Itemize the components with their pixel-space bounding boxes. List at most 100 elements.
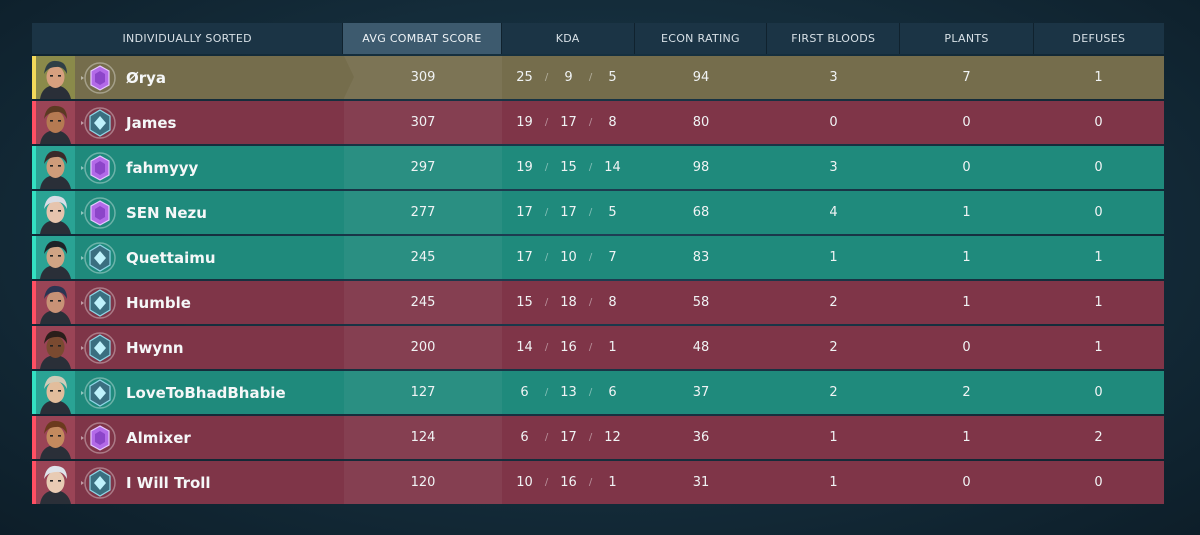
first-bloods: 1	[829, 250, 838, 265]
first-bloods: 3	[829, 70, 838, 85]
kda-separator: /	[588, 387, 593, 398]
header-plants[interactable]: PLANTS	[899, 23, 1032, 54]
avg-combat-score: 245	[344, 281, 502, 324]
assists: 7	[608, 250, 617, 265]
kda-separator: /	[544, 342, 549, 353]
plants: 1	[962, 295, 971, 310]
kda-cell: 6 / 13 / 6	[502, 371, 635, 414]
avg-combat-score: 307	[344, 101, 502, 144]
kills: 19	[516, 115, 533, 130]
assists: 5	[608, 205, 617, 220]
player-row[interactable]: Almixer 124 6 / 17 / 12 36 1 1 2	[32, 416, 1164, 459]
kda-separator: /	[588, 252, 593, 263]
player-row[interactable]: fahmyyy 297 19 / 15 / 14 98 3 0 0	[32, 146, 1164, 189]
assists: 6	[608, 385, 617, 400]
player-row[interactable]: LoveToBhadBhabie 127 6 / 13 / 6 37 2 2 0	[32, 371, 1164, 414]
kills: 10	[516, 475, 533, 490]
deaths: 18	[560, 295, 577, 310]
header-kda[interactable]: KDA	[500, 23, 634, 54]
first-bloods: 2	[829, 385, 838, 400]
agent-portrait-icon	[36, 326, 75, 369]
avg-combat-score: 200	[344, 326, 502, 369]
player-name[interactable]: Almixer	[126, 428, 191, 447]
player-name[interactable]: Quettaimu	[126, 248, 216, 267]
plants: 1	[962, 250, 971, 265]
first-bloods: 1	[829, 475, 838, 490]
kda-cell: 15 / 18 / 8	[502, 281, 635, 324]
plants: 0	[962, 160, 971, 175]
first-bloods: 0	[829, 115, 838, 130]
player-name[interactable]: James	[126, 113, 177, 132]
player-row[interactable]: Quettaimu 245 17 / 10 / 7 83 1 1 1	[32, 236, 1164, 279]
player-name[interactable]: Ørya	[126, 68, 167, 87]
econ-rating: 98	[692, 160, 710, 175]
player-name[interactable]: SEN Nezu	[126, 203, 207, 222]
player-row[interactable]: James 307 19 / 17 / 8 80 0 0 0	[32, 101, 1164, 144]
deaths: 15	[560, 160, 577, 175]
kills: 6	[520, 385, 529, 400]
header-avg-combat-score[interactable]: AVG COMBAT SCORE	[342, 23, 501, 54]
plants: 0	[962, 475, 971, 490]
econ-rating: 36	[692, 430, 710, 445]
header-sort-mode[interactable]: INDIVIDUALLY SORTED	[122, 32, 252, 45]
assists: 8	[608, 115, 617, 130]
deaths: 16	[560, 340, 577, 355]
plants: 1	[962, 430, 971, 445]
econ-rating: 94	[692, 70, 710, 85]
player-row[interactable]: Humble 245 15 / 18 / 8 58 2 1 1	[32, 281, 1164, 324]
deaths: 10	[560, 250, 577, 265]
player-row[interactable]: SEN Nezu 277 17 / 17 / 5 68 4 1 0	[32, 191, 1164, 234]
first-bloods: 2	[829, 340, 838, 355]
defuses: 1	[1094, 70, 1103, 85]
kda-separator: /	[588, 477, 593, 488]
deaths: 16	[560, 475, 577, 490]
team-stripe	[32, 146, 36, 189]
team-stripe	[32, 101, 36, 144]
team-stripe	[32, 281, 36, 324]
player-name[interactable]: LoveToBhadBhabie	[126, 383, 286, 402]
scoreboard: INDIVIDUALLY SORTED AVG COMBAT SCORE KDA…	[32, 23, 1164, 506]
player-row[interactable]: I Will Troll 120 10 / 16 / 1 31 1 0 0	[32, 461, 1164, 504]
player-name[interactable]: Hwynn	[126, 338, 184, 357]
header-defuses[interactable]: DEFUSES	[1032, 23, 1164, 54]
agent-portrait-icon	[36, 461, 75, 504]
avg-combat-score: 309	[344, 56, 502, 99]
player-name[interactable]: Humble	[126, 293, 191, 312]
deaths: 17	[560, 205, 577, 220]
kda-separator: /	[588, 207, 593, 218]
team-stripe	[32, 461, 36, 504]
kills: 19	[516, 160, 533, 175]
header-econ-rating[interactable]: ECON RATING	[633, 23, 766, 54]
player-name[interactable]: fahmyyy	[126, 158, 199, 177]
kills: 17	[516, 205, 533, 220]
kda-separator: /	[544, 252, 549, 263]
kda-cell: 14 / 16 / 1	[502, 326, 635, 369]
assists: 1	[608, 340, 617, 355]
purple-rank-icon	[81, 419, 119, 457]
plants: 2	[962, 385, 971, 400]
deaths: 9	[564, 70, 573, 85]
defuses: 0	[1094, 205, 1103, 220]
team-stripe	[32, 416, 36, 459]
defuses: 1	[1094, 295, 1103, 310]
purple-rank-icon	[81, 149, 119, 187]
kda-separator: /	[544, 387, 549, 398]
plants: 0	[962, 340, 971, 355]
plants: 0	[962, 115, 971, 130]
kills: 14	[516, 340, 533, 355]
header-first-bloods[interactable]: FIRST BLOODS	[766, 23, 899, 54]
player-row[interactable]: Hwynn 200 14 / 16 / 1 48 2 0 1	[32, 326, 1164, 369]
player-name[interactable]: I Will Troll	[126, 473, 211, 492]
agent-portrait-icon	[36, 281, 75, 324]
first-bloods: 2	[829, 295, 838, 310]
kda-separator: /	[544, 72, 549, 83]
defuses: 2	[1094, 430, 1103, 445]
player-row[interactable]: Ørya 309 25 / 9 / 5 94 3 7 1	[32, 56, 1164, 99]
econ-rating: 48	[692, 340, 710, 355]
kills: 6	[520, 430, 529, 445]
econ-rating: 68	[692, 205, 710, 220]
avg-combat-score: 277	[344, 191, 502, 234]
team-stripe	[32, 371, 36, 414]
plants: 7	[962, 70, 971, 85]
blue-rank-icon	[81, 284, 119, 322]
